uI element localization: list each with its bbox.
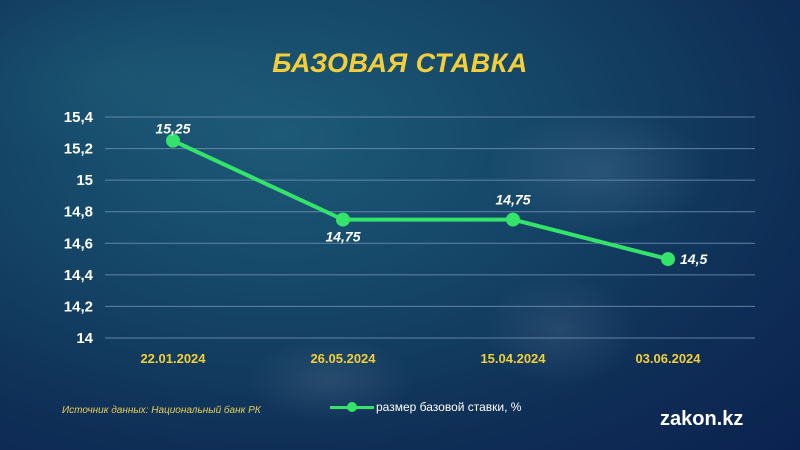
y-tick-label: 14,6 (64, 235, 93, 252)
x-category-label: 26.05.2024 (310, 351, 376, 366)
x-category-label: 03.06.2024 (635, 351, 701, 366)
data-point (336, 212, 350, 227)
data-point (661, 252, 675, 267)
chart-legend: размер базовой ставки, % (330, 399, 521, 415)
legend-line-marker (330, 399, 374, 415)
legend-series-label: размер базовой ставки, % (376, 400, 522, 414)
x-category-label: 22.01.2024 (140, 351, 206, 366)
y-tick-label: 15,2 (64, 141, 93, 158)
data-source-note: Источник данных: Национальный банк РК (62, 405, 261, 416)
data-label: 14,75 (495, 192, 530, 208)
y-tick-label: 14,8 (64, 204, 93, 221)
brand-logo: zakon.kz (660, 408, 744, 430)
y-tick-label: 15,4 (64, 109, 94, 126)
chart-title: БАЗОВАЯ СТАВКА (272, 48, 528, 78)
data-point (166, 133, 180, 148)
y-tick-label: 14,4 (64, 267, 94, 284)
series-line (171, 138, 670, 262)
data-label: 14,75 (325, 229, 360, 245)
y-tick-label: 14 (76, 330, 93, 347)
data-label: 15,25 (155, 121, 190, 137)
y-tick-label: 15 (76, 172, 93, 189)
data-label: 14,5 (680, 251, 707, 267)
y-tick-label: 14,2 (64, 298, 93, 315)
x-category-label: 15.04.2024 (480, 351, 546, 366)
data-point (506, 212, 520, 227)
